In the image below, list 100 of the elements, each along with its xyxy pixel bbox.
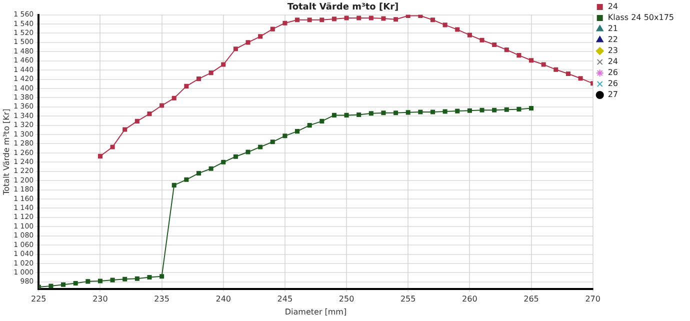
point	[295, 129, 300, 134]
point	[492, 108, 497, 112]
point	[394, 110, 398, 116]
point	[208, 166, 214, 171]
point	[566, 71, 570, 76]
legend-label: 24	[608, 57, 618, 66]
x-tick-label: 270	[585, 294, 600, 304]
point	[86, 279, 90, 284]
point	[258, 144, 263, 150]
legend-label: 26	[608, 79, 618, 88]
point	[418, 110, 423, 114]
point	[492, 42, 497, 47]
point	[160, 274, 164, 279]
point	[406, 110, 410, 115]
point	[332, 112, 336, 118]
point	[578, 76, 583, 81]
point	[442, 109, 448, 114]
x-tick-label: 255	[400, 294, 416, 304]
point	[480, 38, 484, 42]
x-tick-label: 260	[462, 294, 478, 304]
point	[430, 110, 436, 114]
point	[504, 48, 509, 52]
point	[320, 18, 324, 22]
point	[246, 40, 250, 45]
legend-label: 24	[608, 2, 618, 12]
point	[554, 67, 558, 72]
x-tick-label: 250	[338, 294, 354, 304]
x-tick-label: 235	[154, 294, 170, 304]
point	[160, 103, 164, 108]
point	[307, 18, 312, 22]
point	[110, 144, 115, 150]
x-tick-label: 230	[92, 294, 108, 304]
point	[122, 127, 128, 132]
point	[184, 177, 189, 182]
point	[406, 14, 410, 18]
point	[442, 22, 448, 28]
legend-label: 26	[608, 68, 618, 78]
x-axis-title: Diameter [mm]	[284, 307, 347, 316]
point	[480, 108, 484, 112]
legend-label: 23	[608, 46, 618, 56]
point	[344, 112, 349, 118]
point	[455, 108, 460, 114]
point	[368, 111, 374, 116]
point	[172, 96, 176, 100]
point	[282, 20, 288, 26]
point	[295, 18, 300, 22]
point	[233, 154, 238, 159]
point	[147, 112, 152, 116]
point	[134, 118, 140, 124]
y-axis-title: Totalt Värde m³to [Kr]	[2, 108, 11, 196]
point	[394, 17, 398, 22]
point	[320, 118, 324, 124]
point	[332, 16, 336, 22]
point	[356, 16, 362, 20]
point	[307, 123, 312, 128]
point	[368, 16, 374, 20]
point	[418, 14, 423, 18]
point	[98, 154, 102, 158]
point	[467, 108, 472, 113]
x-tick-label: 265	[524, 294, 539, 304]
point	[516, 106, 522, 112]
point	[282, 134, 288, 138]
point	[467, 32, 472, 38]
point	[270, 26, 275, 32]
point	[98, 278, 102, 284]
point	[344, 16, 349, 20]
point	[196, 76, 202, 82]
x-tick-label: 240	[216, 294, 232, 304]
point	[48, 284, 54, 288]
point	[516, 53, 522, 58]
point	[528, 58, 534, 63]
point	[504, 107, 509, 112]
point	[221, 62, 226, 67]
point	[541, 62, 546, 67]
x-tick-label: 245	[277, 294, 293, 304]
legend-label: 22	[608, 35, 618, 44]
point	[147, 275, 152, 280]
point	[430, 18, 436, 22]
point	[381, 110, 386, 116]
legend-label: 27	[608, 90, 618, 100]
legend-label: 21	[608, 24, 618, 34]
point	[356, 112, 362, 117]
x-tick-label: 225	[31, 294, 46, 304]
point	[221, 160, 226, 164]
point	[196, 170, 202, 176]
point	[270, 140, 275, 144]
point	[134, 276, 140, 281]
point	[455, 27, 460, 32]
point	[172, 182, 176, 188]
point	[61, 282, 66, 287]
point	[122, 276, 128, 282]
point	[184, 84, 189, 88]
point	[110, 278, 115, 282]
point	[233, 46, 238, 52]
point	[528, 106, 534, 111]
point	[246, 150, 250, 154]
point	[73, 281, 78, 286]
point	[208, 70, 214, 76]
chart-title: Totalt Värde m³to [Kr]	[287, 2, 399, 13]
legend-label: Klass 24 50x175	[608, 13, 674, 22]
